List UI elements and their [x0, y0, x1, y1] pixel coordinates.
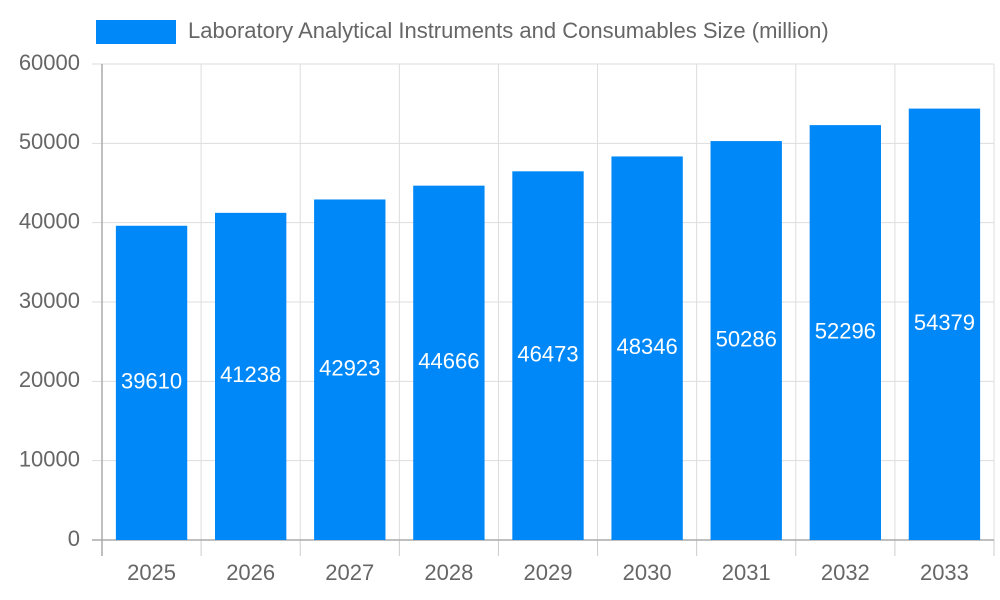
x-tick-label: 2032	[821, 560, 870, 585]
y-tick-label: 30000	[19, 288, 80, 313]
data-label: 52296	[815, 318, 876, 343]
data-label: 44666	[418, 349, 479, 374]
bar	[115, 225, 188, 540]
bar	[512, 171, 584, 540]
y-tick-label: 0	[68, 526, 80, 551]
data-label: 46473	[517, 341, 578, 366]
bar	[809, 125, 882, 540]
y-tick-label: 10000	[19, 446, 80, 471]
bar	[214, 212, 287, 540]
y-tick-label: 60000	[19, 50, 80, 75]
data-label: 39610	[121, 369, 182, 394]
data-label: 48346	[617, 334, 678, 359]
bar	[611, 156, 683, 540]
x-tick-label: 2025	[127, 560, 176, 585]
y-tick-label: 50000	[19, 129, 80, 154]
y-tick-label: 20000	[19, 367, 80, 392]
x-tick-label: 2026	[226, 560, 275, 585]
data-label: 54379	[914, 310, 975, 335]
bar	[413, 185, 485, 541]
x-tick-label: 2028	[424, 560, 473, 585]
data-label: 42923	[319, 356, 380, 381]
bar	[314, 199, 386, 540]
legend-label: Laboratory Analytical Instruments and Co…	[188, 18, 829, 43]
x-tick-label: 2031	[722, 560, 771, 585]
data-label: 50286	[716, 326, 777, 351]
x-tick-label: 2030	[623, 560, 672, 585]
y-tick-label: 40000	[19, 208, 80, 233]
data-label: 41238	[220, 362, 281, 387]
x-tick-label: 2033	[920, 560, 969, 585]
x-tick-label: 2029	[524, 560, 573, 585]
bar	[710, 141, 782, 541]
bar	[908, 108, 981, 541]
x-tick-label: 2027	[325, 560, 374, 585]
legend-swatch	[96, 20, 176, 44]
